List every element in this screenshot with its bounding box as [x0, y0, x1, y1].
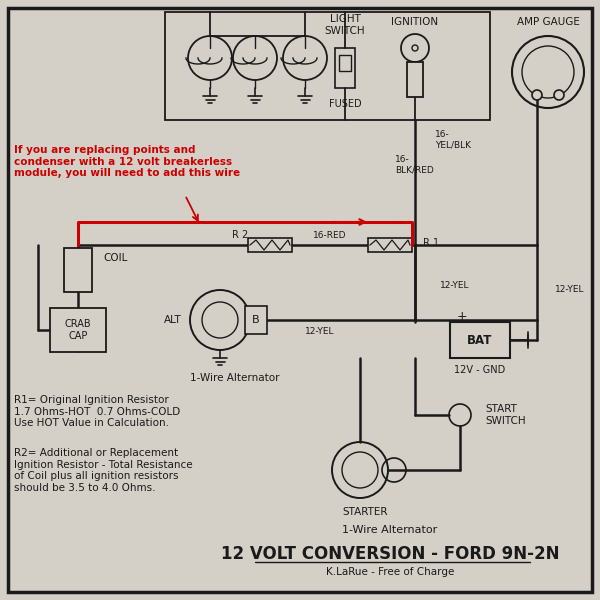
Bar: [339, 55, 351, 71]
Text: 1-Wire Alternator: 1-Wire Alternator: [190, 373, 280, 383]
Bar: [450, 322, 510, 358]
Text: 12-YEL: 12-YEL: [440, 280, 470, 289]
Text: IGNITION: IGNITION: [391, 17, 439, 27]
Bar: [335, 48, 355, 88]
Text: +: +: [457, 311, 467, 323]
Bar: [368, 238, 412, 252]
Text: 12V - GND: 12V - GND: [454, 365, 506, 375]
Text: 16-RED: 16-RED: [313, 230, 347, 239]
Text: R 1: R 1: [423, 238, 439, 248]
Text: 16-
BLK/RED: 16- BLK/RED: [395, 155, 434, 175]
Text: K.LaRue - Free of Charge: K.LaRue - Free of Charge: [326, 567, 454, 577]
Bar: [50, 308, 106, 352]
Text: R 2: R 2: [232, 230, 248, 240]
Text: 16-
YEL/BLK: 16- YEL/BLK: [435, 130, 471, 149]
Text: If you are replacing points and
condenser with a 12 volt breakerless
module, you: If you are replacing points and condense…: [14, 145, 240, 178]
Text: 12-YEL: 12-YEL: [555, 286, 584, 295]
Bar: [407, 62, 423, 97]
Circle shape: [554, 90, 564, 100]
Text: 1-Wire Alternator: 1-Wire Alternator: [343, 525, 437, 535]
Text: 12 VOLT CONVERSION - FORD 9N-2N: 12 VOLT CONVERSION - FORD 9N-2N: [221, 545, 559, 563]
Bar: [64, 248, 92, 292]
Text: R1= Original Ignition Resistor
1.7 Ohms-HOT  0.7 Ohms-COLD
Use HOT Value in Calc: R1= Original Ignition Resistor 1.7 Ohms-…: [14, 395, 180, 428]
Circle shape: [532, 90, 542, 100]
Text: ALT: ALT: [164, 315, 182, 325]
Text: AMP GAUGE: AMP GAUGE: [517, 17, 580, 27]
Text: B: B: [252, 315, 260, 325]
Bar: [165, 12, 490, 120]
Text: FUSED: FUSED: [329, 99, 361, 109]
Text: R2= Additional or Replacement
Ignition Resistor - Total Resistance
of Coil plus : R2= Additional or Replacement Ignition R…: [14, 448, 193, 493]
Text: COIL: COIL: [103, 253, 127, 263]
Text: CRAB
CAP: CRAB CAP: [65, 319, 91, 341]
Text: BAT: BAT: [467, 334, 493, 346]
Text: START
SWITCH: START SWITCH: [485, 404, 526, 426]
Text: LIGHT
SWITCH: LIGHT SWITCH: [325, 14, 365, 36]
Bar: [248, 238, 292, 252]
Text: 12-YEL: 12-YEL: [305, 328, 335, 337]
Text: STARTER: STARTER: [342, 507, 388, 517]
Bar: [245, 306, 267, 334]
